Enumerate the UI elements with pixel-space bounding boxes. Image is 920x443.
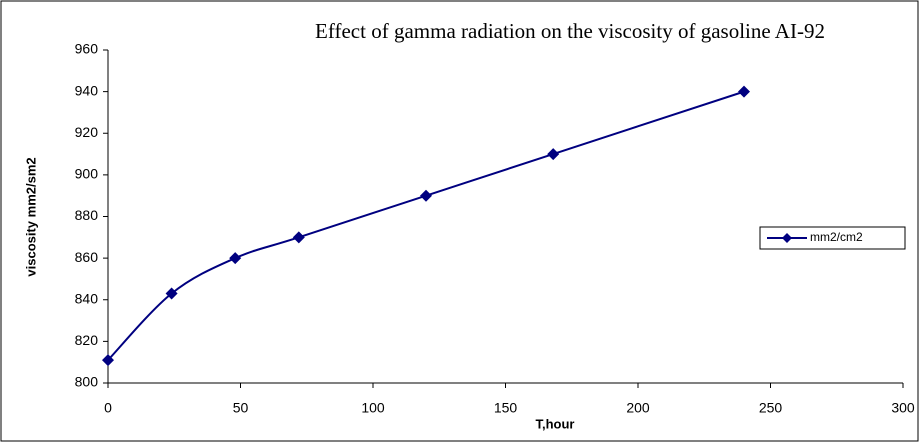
data-point — [102, 354, 114, 367]
x-tick-label: 100 — [361, 400, 385, 416]
y-tick-label: 860 — [75, 249, 99, 265]
x-tick-label: 50 — [233, 400, 249, 416]
data-point — [292, 231, 305, 244]
y-tick-label: 840 — [75, 290, 99, 306]
x-tick-label: 250 — [759, 400, 783, 416]
x-tick-label: 0 — [104, 400, 112, 416]
data-point — [738, 85, 750, 98]
x-axis-title: T,hour — [536, 416, 575, 431]
data-point — [420, 189, 432, 202]
legend-marker — [782, 233, 792, 243]
y-tick-label: 900 — [75, 166, 99, 182]
y-tick-label: 880 — [75, 207, 99, 223]
y-tick-label: 940 — [75, 82, 99, 98]
data-point — [165, 287, 178, 300]
legend-label: mm2/cm2 — [810, 230, 863, 244]
legend-box — [759, 226, 906, 250]
x-tick-label: 200 — [626, 400, 650, 416]
y-tick-label: 820 — [75, 332, 99, 348]
y-axis-title: viscosity mm2/sm2 — [23, 157, 38, 276]
y-tick-label: 800 — [75, 374, 99, 390]
x-tick-label: 150 — [494, 400, 518, 416]
data-point — [547, 148, 560, 161]
data-point — [229, 252, 242, 265]
x-tick-label: 300 — [891, 400, 915, 416]
y-tick-label: 920 — [75, 124, 99, 140]
chart-title: Effect of gamma radiation on the viscosi… — [315, 19, 825, 43]
y-tick-label: 960 — [75, 41, 99, 57]
